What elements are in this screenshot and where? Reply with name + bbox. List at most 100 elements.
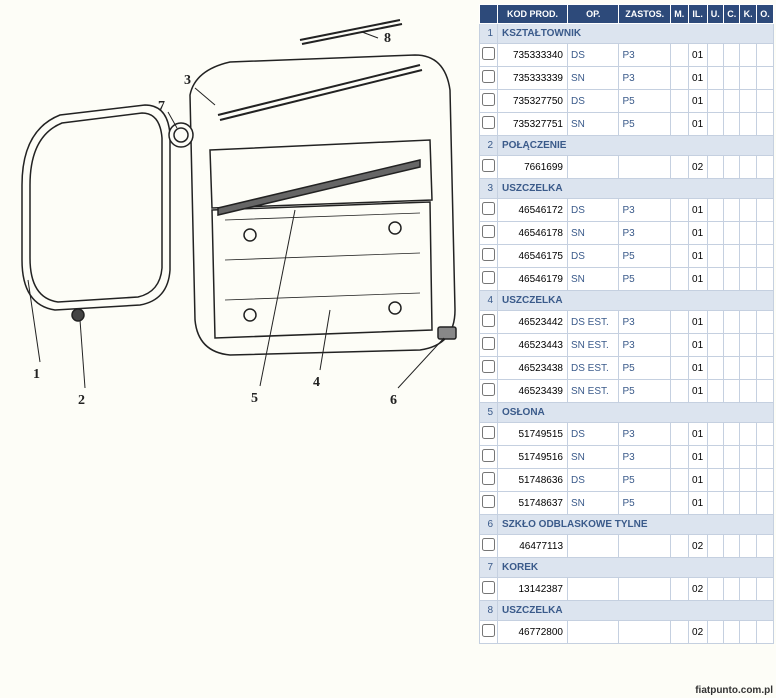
section-row: 7KOREK — [480, 558, 774, 578]
section-name: USZCZELKA — [498, 291, 774, 311]
il: 01 — [688, 268, 707, 291]
zastos: P3 — [619, 67, 671, 90]
op: SN — [568, 113, 619, 136]
callout-6: 6 — [390, 393, 397, 408]
part-row: 735333340DSP3 01 — [480, 44, 774, 67]
part-code: 46546178 — [498, 222, 568, 245]
part-code: 51748637 — [498, 492, 568, 515]
select-checkbox[interactable] — [482, 337, 495, 350]
select-checkbox[interactable] — [482, 449, 495, 462]
part-row: 51748637SNP501 — [480, 492, 774, 515]
il: 01 — [688, 245, 707, 268]
callout-7: 7 — [158, 99, 165, 114]
select-checkbox[interactable] — [482, 159, 495, 172]
col-header: C. — [724, 5, 740, 24]
zastos: P5 — [619, 492, 671, 515]
part-code: 46523443 — [498, 334, 568, 357]
part-row: 735327750DSP501 — [480, 90, 774, 113]
col-header: OP. — [568, 5, 619, 24]
il: 02 — [688, 535, 707, 558]
parts-table: KOD PROD.OP.ZASTOS.M.IL.U.C.K.O.1KSZTAŁT… — [479, 4, 774, 644]
op — [568, 535, 619, 558]
callout-3: 3 — [184, 73, 191, 88]
il: 01 — [688, 423, 707, 446]
section-row: 2POŁĄCZENIE — [480, 136, 774, 156]
op — [568, 156, 619, 179]
part-row: 766169902 — [480, 156, 774, 179]
select-checkbox[interactable] — [482, 271, 495, 284]
select-checkbox[interactable] — [482, 248, 495, 261]
zastos: P5 — [619, 90, 671, 113]
select-checkbox[interactable] — [482, 426, 495, 439]
select-checkbox[interactable] — [482, 70, 495, 83]
select-checkbox[interactable] — [482, 383, 495, 396]
callout-4: 4 — [313, 375, 320, 390]
il: 01 — [688, 44, 707, 67]
part-code: 46546179 — [498, 268, 568, 291]
col-header: K. — [740, 5, 756, 24]
section-row: 6SZKŁO ODBLASKOWE TYLNE — [480, 515, 774, 535]
il: 01 — [688, 357, 707, 380]
select-checkbox[interactable] — [482, 93, 495, 106]
zastos: P5 — [619, 245, 671, 268]
part-code: 735327750 — [498, 90, 568, 113]
zastos: P3 — [619, 44, 671, 67]
op: DS — [568, 199, 619, 222]
zastos: P3 — [619, 423, 671, 446]
op: SN EST. — [568, 334, 619, 357]
part-row: 51749516SNP301 — [480, 446, 774, 469]
part-row: 46523442DS EST.P301 — [480, 311, 774, 334]
part-code: 735333339 — [498, 67, 568, 90]
part-code: 735333340 — [498, 44, 568, 67]
part-code: 46523442 — [498, 311, 568, 334]
op: SN — [568, 492, 619, 515]
op: DS EST. — [568, 311, 619, 334]
select-checkbox[interactable] — [482, 495, 495, 508]
section-name: OSŁONA — [498, 403, 774, 423]
op: SN EST. — [568, 380, 619, 403]
part-code: 7661699 — [498, 156, 568, 179]
section-name: KOREK — [498, 558, 774, 578]
select-checkbox[interactable] — [482, 472, 495, 485]
col-header — [480, 5, 498, 24]
zastos: P5 — [619, 113, 671, 136]
callout-5: 5 — [251, 391, 258, 406]
col-header: IL. — [688, 5, 707, 24]
select-checkbox[interactable] — [482, 538, 495, 551]
select-checkbox[interactable] — [482, 624, 495, 637]
part-diagram: 1 2 3 4 5 6 7 8 — [0, 0, 475, 430]
il: 02 — [688, 621, 707, 644]
select-checkbox[interactable] — [482, 225, 495, 238]
col-header: U. — [707, 5, 723, 24]
select-checkbox[interactable] — [482, 116, 495, 129]
select-checkbox[interactable] — [482, 202, 495, 215]
watermark: fiatpunto.com.pl — [695, 685, 773, 696]
part-row: 4677280002 — [480, 621, 774, 644]
zastos: P3 — [619, 446, 671, 469]
op: SN — [568, 268, 619, 291]
part-row: 46546179SNP5 01 — [480, 268, 774, 291]
part-row: 51749515DSP301 — [480, 423, 774, 446]
select-checkbox[interactable] — [482, 47, 495, 60]
zastos: P5 — [619, 469, 671, 492]
callout-8: 8 — [384, 31, 391, 46]
section-name: SZKŁO ODBLASKOWE TYLNE — [498, 515, 774, 535]
select-checkbox[interactable] — [482, 360, 495, 373]
zastos: P5 — [619, 268, 671, 291]
op: DS — [568, 245, 619, 268]
op — [568, 621, 619, 644]
il: 01 — [688, 380, 707, 403]
op: SN — [568, 446, 619, 469]
zastos: P3 — [619, 311, 671, 334]
section-name: KSZTAŁTOWNIK — [498, 24, 774, 44]
zastos — [619, 578, 671, 601]
section-row: 3USZCZELKA — [480, 179, 774, 199]
section-row: 5OSŁONA — [480, 403, 774, 423]
part-row: 46546172DSP301 — [480, 199, 774, 222]
col-header: O. — [756, 5, 773, 24]
il: 01 — [688, 67, 707, 90]
select-checkbox[interactable] — [482, 581, 495, 594]
op: DS — [568, 44, 619, 67]
select-checkbox[interactable] — [482, 314, 495, 327]
part-row: 735333339SNP301 — [480, 67, 774, 90]
